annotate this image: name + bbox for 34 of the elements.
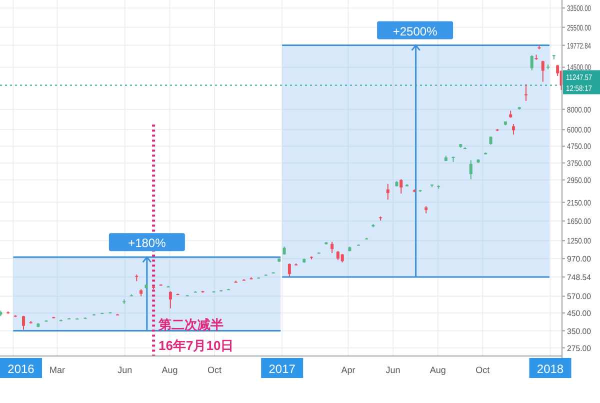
x-tick-label: Aug (430, 365, 446, 375)
y-tick-label: 6000.00 (567, 126, 596, 135)
x-tick-label: 2016 (8, 362, 35, 376)
y-tick-label: 2950.00 (567, 176, 596, 185)
x-tick-label: Oct (476, 365, 490, 375)
x-tick-label: Aug (162, 365, 178, 375)
y-tick-label: 748.54 (567, 272, 592, 282)
y-tick-label: 350.00 (567, 326, 592, 336)
y-tick-label: 1650.00 (567, 217, 596, 226)
x-tick-label: Jun (118, 365, 132, 375)
y-tick-label: 3750.00 (567, 158, 596, 168)
y-tick-label: 450.00 (567, 308, 592, 318)
x-tick-label: Mar (50, 365, 66, 375)
y-tick-label: 25500.00 (567, 23, 600, 32)
y-tick-label: 19772.84 (567, 41, 600, 50)
x-tick-label: Jun (386, 365, 400, 375)
ref-line-label: 11247.57 (566, 73, 599, 82)
text: 12:58:17 (566, 84, 598, 94)
y-tick-label: 970.00 (567, 254, 592, 264)
y-tick-label: 570.00 (567, 292, 592, 302)
y-tick-label: 2150.00 (567, 198, 596, 208)
x-tick-label: Oct (208, 365, 222, 375)
y-tick-label: 8000.00 (567, 105, 596, 114)
x-tick-label: 2017 (268, 362, 296, 376)
x-tick-label: 2018 (536, 362, 564, 376)
y-tick-label: 1250.00 (567, 236, 596, 246)
annotation: +2500% (392, 24, 438, 38)
y-tick-label: 14500.00 (567, 63, 600, 72)
x-tick-label: Apr (341, 365, 356, 375)
y-tick-label: 33500.00 (567, 4, 600, 13)
annotation: +180% (128, 236, 166, 250)
ref-line-label: 第二次减半 16年7月10日 (158, 317, 234, 353)
y-tick-label: 4750.00 (567, 142, 596, 152)
y-tick-label: 275.00 (567, 344, 592, 353)
